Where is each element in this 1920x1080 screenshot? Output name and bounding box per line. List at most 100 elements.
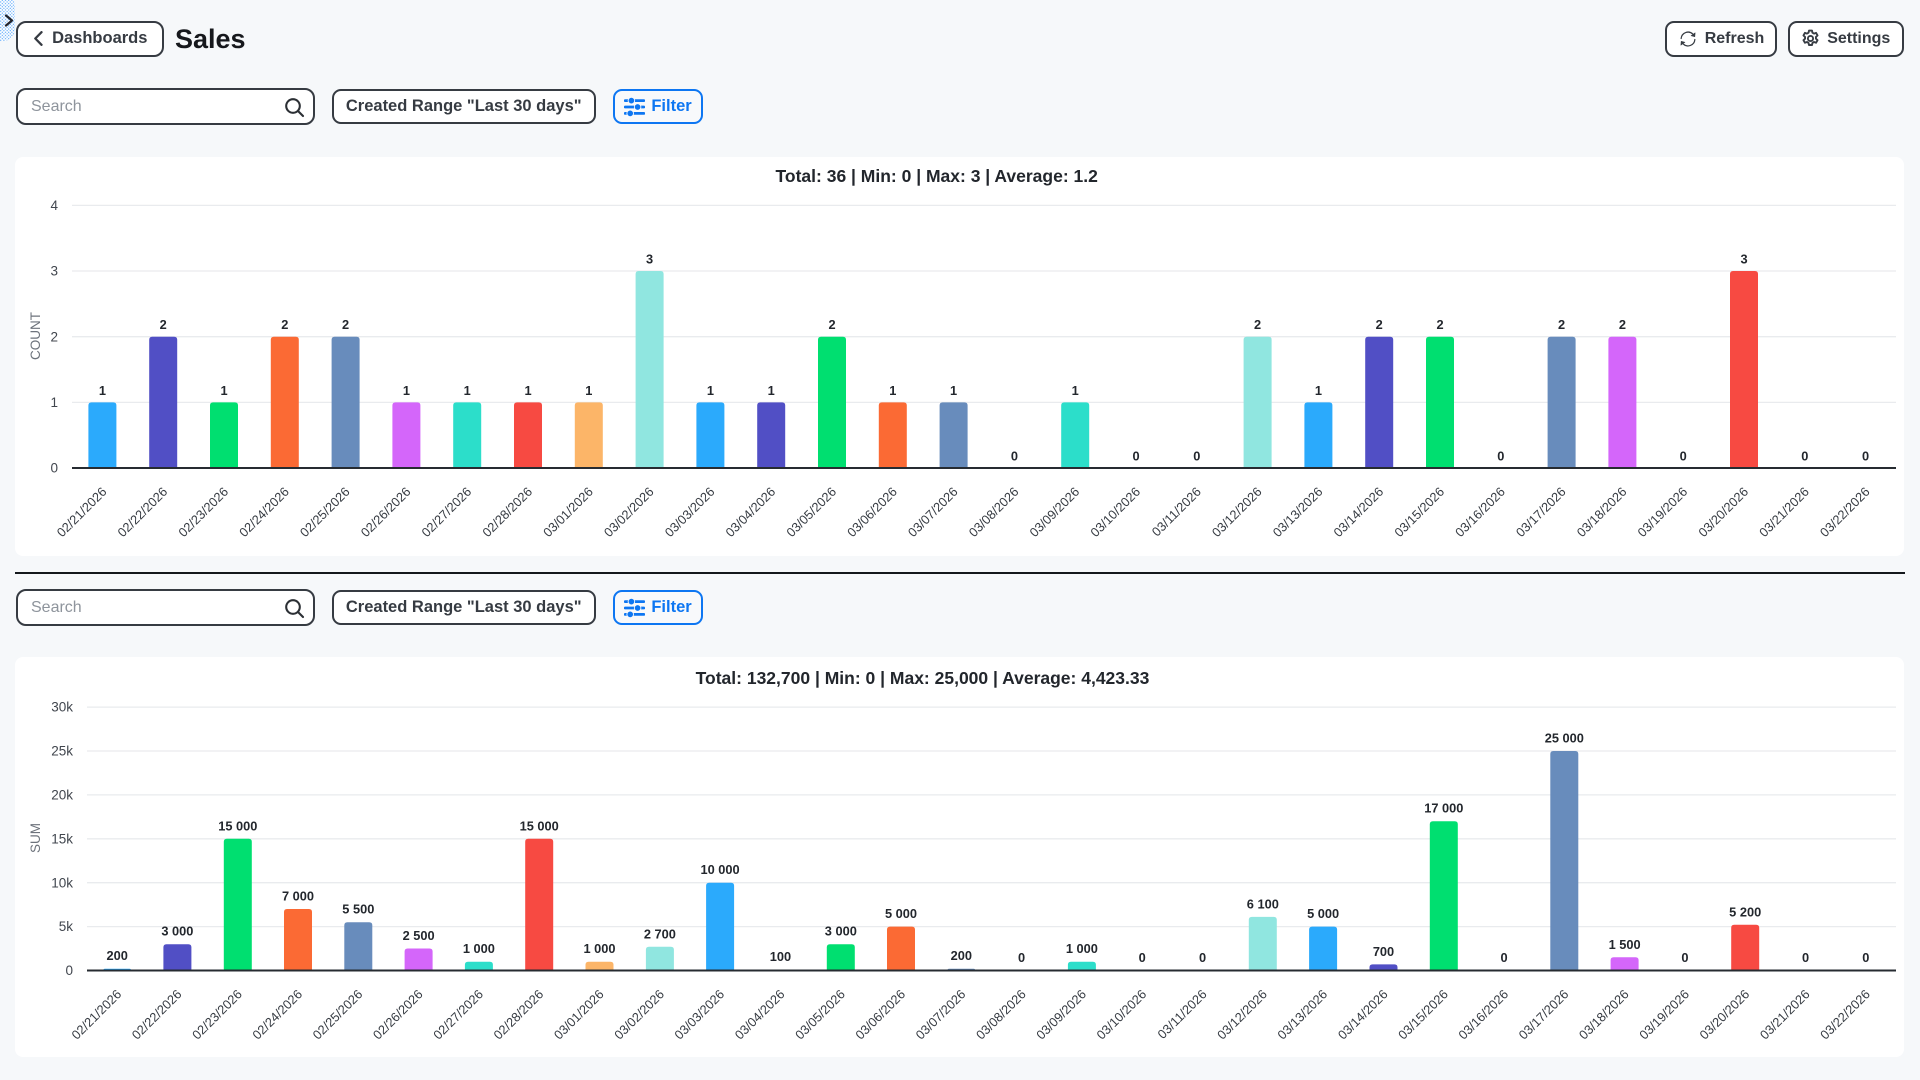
svg-text:03/08/2026: 03/08/2026: [966, 484, 1022, 540]
svg-text:02/24/2026: 02/24/2026: [249, 987, 305, 1043]
svg-text:03/12/2026: 03/12/2026: [1209, 484, 1265, 540]
svg-text:5 200: 5 200: [1729, 904, 1761, 919]
svg-text:1: 1: [403, 383, 410, 398]
svg-text:25 000: 25 000: [1545, 731, 1584, 746]
svg-text:2 500: 2 500: [403, 928, 435, 943]
svg-text:0: 0: [1018, 950, 1025, 965]
svg-text:03/04/2026: 03/04/2026: [732, 987, 788, 1043]
svg-text:2: 2: [1619, 317, 1626, 332]
svg-text:1: 1: [50, 395, 58, 410]
svg-text:02/27/2026: 02/27/2026: [418, 484, 474, 540]
svg-text:5k: 5k: [59, 919, 74, 934]
svg-text:2 700: 2 700: [644, 926, 676, 941]
svg-text:03/10/2026: 03/10/2026: [1087, 484, 1143, 540]
svg-text:0: 0: [1681, 950, 1688, 965]
svg-text:0: 0: [1011, 449, 1018, 464]
svg-text:1 000: 1 000: [463, 941, 495, 956]
svg-text:02/21/2026: 02/21/2026: [54, 484, 110, 540]
svg-text:3 000: 3 000: [825, 924, 857, 939]
svg-text:0: 0: [65, 963, 73, 978]
svg-text:03/03/2026: 03/03/2026: [671, 987, 727, 1043]
svg-text:25k: 25k: [51, 744, 73, 759]
svg-text:02/26/2026: 02/26/2026: [370, 987, 426, 1043]
svg-text:1: 1: [768, 383, 775, 398]
svg-text:02/24/2026: 02/24/2026: [236, 484, 292, 540]
svg-text:1: 1: [1072, 383, 1079, 398]
svg-text:03/10/2026: 03/10/2026: [1093, 987, 1149, 1043]
svg-text:03/14/2026: 03/14/2026: [1335, 987, 1391, 1043]
svg-text:02/21/2026: 02/21/2026: [68, 987, 124, 1043]
svg-text:0: 0: [1801, 449, 1808, 464]
svg-text:03/18/2026: 03/18/2026: [1576, 987, 1632, 1043]
svg-text:15k: 15k: [51, 831, 73, 846]
svg-text:02/25/2026: 02/25/2026: [310, 987, 366, 1043]
svg-text:7 000: 7 000: [282, 889, 314, 904]
svg-text:10k: 10k: [51, 875, 73, 890]
svg-text:1: 1: [889, 383, 896, 398]
svg-text:1 500: 1 500: [1609, 937, 1641, 952]
svg-text:03/06/2026: 03/06/2026: [852, 987, 908, 1043]
svg-text:03/21/2026: 03/21/2026: [1757, 987, 1813, 1043]
svg-text:2: 2: [342, 317, 349, 332]
svg-text:2: 2: [281, 317, 288, 332]
svg-text:03/05/2026: 03/05/2026: [783, 484, 839, 540]
svg-text:5 000: 5 000: [885, 906, 917, 921]
svg-text:02/26/2026: 02/26/2026: [358, 484, 414, 540]
svg-text:1: 1: [220, 383, 227, 398]
svg-text:0: 0: [1199, 950, 1206, 965]
svg-text:03/16/2026: 03/16/2026: [1452, 484, 1508, 540]
svg-text:1: 1: [585, 383, 592, 398]
svg-text:0: 0: [1132, 449, 1139, 464]
svg-text:03/20/2026: 03/20/2026: [1696, 987, 1752, 1043]
svg-text:03/19/2026: 03/19/2026: [1634, 484, 1690, 540]
svg-text:1: 1: [1315, 383, 1322, 398]
svg-text:2: 2: [1558, 317, 1565, 332]
svg-text:03/15/2026: 03/15/2026: [1395, 987, 1451, 1043]
svg-text:SUM: SUM: [28, 823, 43, 853]
svg-text:3 000: 3 000: [161, 924, 193, 939]
svg-text:1: 1: [464, 383, 471, 398]
svg-text:100: 100: [770, 949, 791, 964]
svg-text:1: 1: [99, 383, 106, 398]
svg-text:03/17/2026: 03/17/2026: [1516, 987, 1572, 1043]
svg-text:03/11/2026: 03/11/2026: [1154, 987, 1209, 1042]
svg-text:03/01/2026: 03/01/2026: [551, 987, 607, 1043]
svg-text:2: 2: [1254, 317, 1261, 332]
svg-text:03/09/2026: 03/09/2026: [1033, 987, 1089, 1043]
svg-text:17 000: 17 000: [1424, 801, 1463, 816]
svg-text:0: 0: [1139, 950, 1146, 965]
svg-text:03/09/2026: 03/09/2026: [1026, 484, 1082, 540]
svg-text:03/18/2026: 03/18/2026: [1574, 484, 1630, 540]
svg-text:03/11/2026: 03/11/2026: [1149, 484, 1204, 539]
svg-text:1: 1: [707, 383, 714, 398]
svg-text:03/06/2026: 03/06/2026: [844, 484, 900, 540]
svg-text:4: 4: [50, 198, 58, 213]
svg-text:0: 0: [1500, 950, 1507, 965]
svg-text:30k: 30k: [51, 700, 73, 715]
svg-text:03/02/2026: 03/02/2026: [601, 484, 657, 540]
svg-text:3: 3: [1740, 252, 1747, 267]
svg-text:03/17/2026: 03/17/2026: [1513, 484, 1569, 540]
svg-text:03/22/2026: 03/22/2026: [1817, 987, 1873, 1043]
svg-text:0: 0: [1862, 449, 1869, 464]
svg-text:02/22/2026: 02/22/2026: [129, 987, 185, 1043]
svg-text:700: 700: [1373, 944, 1394, 959]
svg-text:3: 3: [646, 252, 653, 267]
svg-text:02/28/2026: 02/28/2026: [479, 484, 535, 540]
svg-text:0: 0: [1802, 950, 1809, 965]
svg-text:03/01/2026: 03/01/2026: [540, 484, 596, 540]
svg-text:0: 0: [50, 461, 58, 476]
svg-text:2: 2: [1376, 317, 1383, 332]
svg-text:02/25/2026: 02/25/2026: [297, 484, 353, 540]
svg-text:03/15/2026: 03/15/2026: [1391, 484, 1447, 540]
svg-text:1: 1: [950, 383, 957, 398]
svg-text:20k: 20k: [51, 788, 73, 803]
svg-text:03/14/2026: 03/14/2026: [1330, 484, 1386, 540]
svg-text:200: 200: [951, 948, 972, 963]
svg-text:03/20/2026: 03/20/2026: [1695, 484, 1751, 540]
svg-text:0: 0: [1862, 950, 1869, 965]
svg-text:15 000: 15 000: [520, 818, 559, 833]
svg-text:0: 0: [1497, 449, 1504, 464]
svg-text:COUNT: COUNT: [28, 312, 43, 360]
svg-text:02/28/2026: 02/28/2026: [490, 987, 546, 1043]
